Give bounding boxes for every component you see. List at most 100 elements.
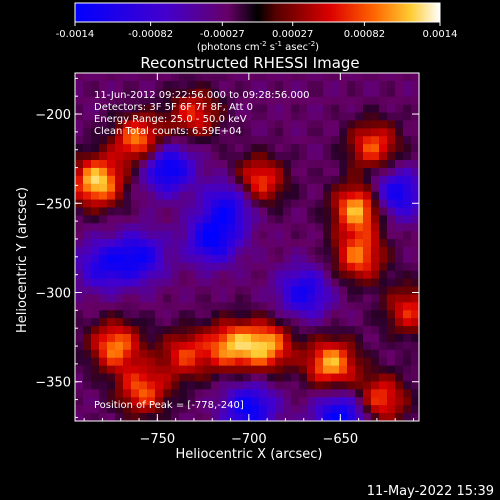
heatmap-cell	[235, 254, 244, 264]
heatmap-cell	[363, 223, 372, 232]
heatmap-cell	[235, 152, 244, 161]
heatmap-cell	[195, 302, 204, 311]
heatmap-cell	[195, 120, 204, 129]
heatmap-cell	[251, 294, 260, 303]
heatmap-cell	[179, 183, 188, 193]
heatmap-cell	[323, 88, 332, 98]
heatmap-cell	[171, 231, 180, 240]
heatmap-cell	[251, 207, 260, 216]
heatmap-cell	[259, 405, 268, 414]
heatmap-cell	[387, 80, 396, 90]
heatmap-cell	[227, 294, 236, 303]
heatmap-cell	[187, 215, 196, 224]
heatmap-cell	[403, 294, 412, 303]
heatmap-cell	[275, 294, 284, 303]
heatmap-cell	[171, 167, 180, 177]
heatmap-cell	[315, 199, 324, 209]
heatmap-cell	[91, 365, 100, 375]
heatmap-cell	[395, 405, 404, 414]
heatmap-cell	[331, 223, 340, 232]
heatmap-cell	[107, 199, 116, 209]
heatmap-cell	[411, 223, 419, 232]
heatmap-cell	[355, 167, 364, 177]
heatmap-cell	[331, 357, 340, 367]
heatmap-cell	[307, 326, 316, 335]
heatmap-cell	[75, 215, 84, 224]
heatmap-cell	[299, 96, 308, 106]
heatmap-cell	[291, 175, 300, 185]
heatmap-cell	[267, 286, 276, 296]
heatmap-cell	[107, 191, 116, 201]
heatmap-cell	[299, 223, 308, 232]
heatmap-cell	[219, 334, 228, 343]
heatmap-cell	[99, 326, 108, 335]
heatmap-cell	[243, 286, 252, 296]
heatmap-cell	[219, 326, 228, 335]
heatmap-cell	[267, 341, 276, 351]
heatmap-cell	[299, 389, 308, 398]
heatmap-cell	[91, 262, 100, 272]
heatmap-cell	[123, 175, 132, 185]
heatmap-cell	[227, 381, 236, 390]
heatmap-cell	[299, 310, 308, 319]
heatmap-cell	[331, 175, 340, 185]
heatmap-cell	[187, 104, 196, 114]
heatmap-cell	[187, 183, 196, 193]
heatmap-cell	[203, 239, 212, 248]
heatmap-cell	[315, 381, 324, 390]
heatmap-cell	[115, 215, 124, 224]
heatmap-cell	[163, 310, 172, 319]
heatmap-cell	[371, 199, 380, 209]
heatmap-cell	[363, 231, 372, 240]
heatmap-cell	[283, 120, 292, 129]
heatmap-cell	[203, 318, 212, 327]
heatmap-cell	[227, 262, 236, 272]
heatmap-cell	[291, 302, 300, 311]
heatmap-cell	[227, 397, 236, 406]
heatmap-cell	[363, 128, 372, 137]
heatmap-cell	[235, 278, 244, 288]
heatmap-cell	[411, 136, 419, 145]
heatmap-cell	[307, 413, 316, 421]
heatmap-cell	[83, 413, 92, 421]
heatmap-cell	[403, 318, 412, 327]
heatmap-cell	[371, 270, 380, 280]
heatmap-cell	[147, 128, 156, 137]
heatmap-cell	[291, 199, 300, 209]
heatmap-cell	[155, 104, 164, 114]
heatmap-cell	[251, 326, 260, 335]
heatmap-cell	[403, 160, 412, 169]
heatmap-cell	[323, 254, 332, 264]
heatmap-cell	[307, 349, 316, 359]
heatmap-cell	[195, 310, 204, 319]
heatmap-cell	[275, 302, 284, 311]
heatmap-cell	[107, 349, 116, 359]
heatmap-cell	[115, 160, 124, 169]
heatmap-cell	[147, 96, 156, 106]
heatmap-cell	[187, 413, 196, 421]
heatmap-cell	[251, 80, 260, 90]
heatmap-cell	[187, 80, 196, 90]
heatmap-cell	[155, 215, 164, 224]
heatmap-cell	[99, 112, 108, 122]
heatmap-cell	[363, 183, 372, 193]
heatmap-cell	[107, 80, 116, 90]
heatmap-cell	[347, 152, 356, 161]
heatmap-cell	[131, 120, 140, 129]
heatmap-cell	[83, 167, 92, 177]
heatmap-cell	[171, 413, 180, 421]
heatmap-cell	[403, 128, 412, 137]
heatmap-cell	[315, 144, 324, 153]
heatmap-cell	[283, 207, 292, 216]
heatmap-cell	[75, 381, 84, 390]
heatmap-cell	[243, 357, 252, 367]
heatmap-cell	[211, 175, 220, 185]
heatmap-cell	[211, 318, 220, 327]
heatmap-cell	[283, 191, 292, 201]
heatmap-cell	[91, 341, 100, 351]
heatmap-cell	[411, 80, 419, 90]
heatmap-cell	[395, 294, 404, 303]
heatmap-cell	[395, 199, 404, 209]
heatmap-cell	[291, 215, 300, 224]
heatmap-cell	[275, 128, 284, 137]
